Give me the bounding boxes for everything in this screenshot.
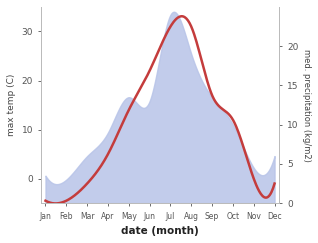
Y-axis label: med. precipitation (kg/m2): med. precipitation (kg/m2) (302, 49, 311, 162)
X-axis label: date (month): date (month) (121, 226, 199, 236)
Y-axis label: max temp (C): max temp (C) (7, 74, 16, 136)
